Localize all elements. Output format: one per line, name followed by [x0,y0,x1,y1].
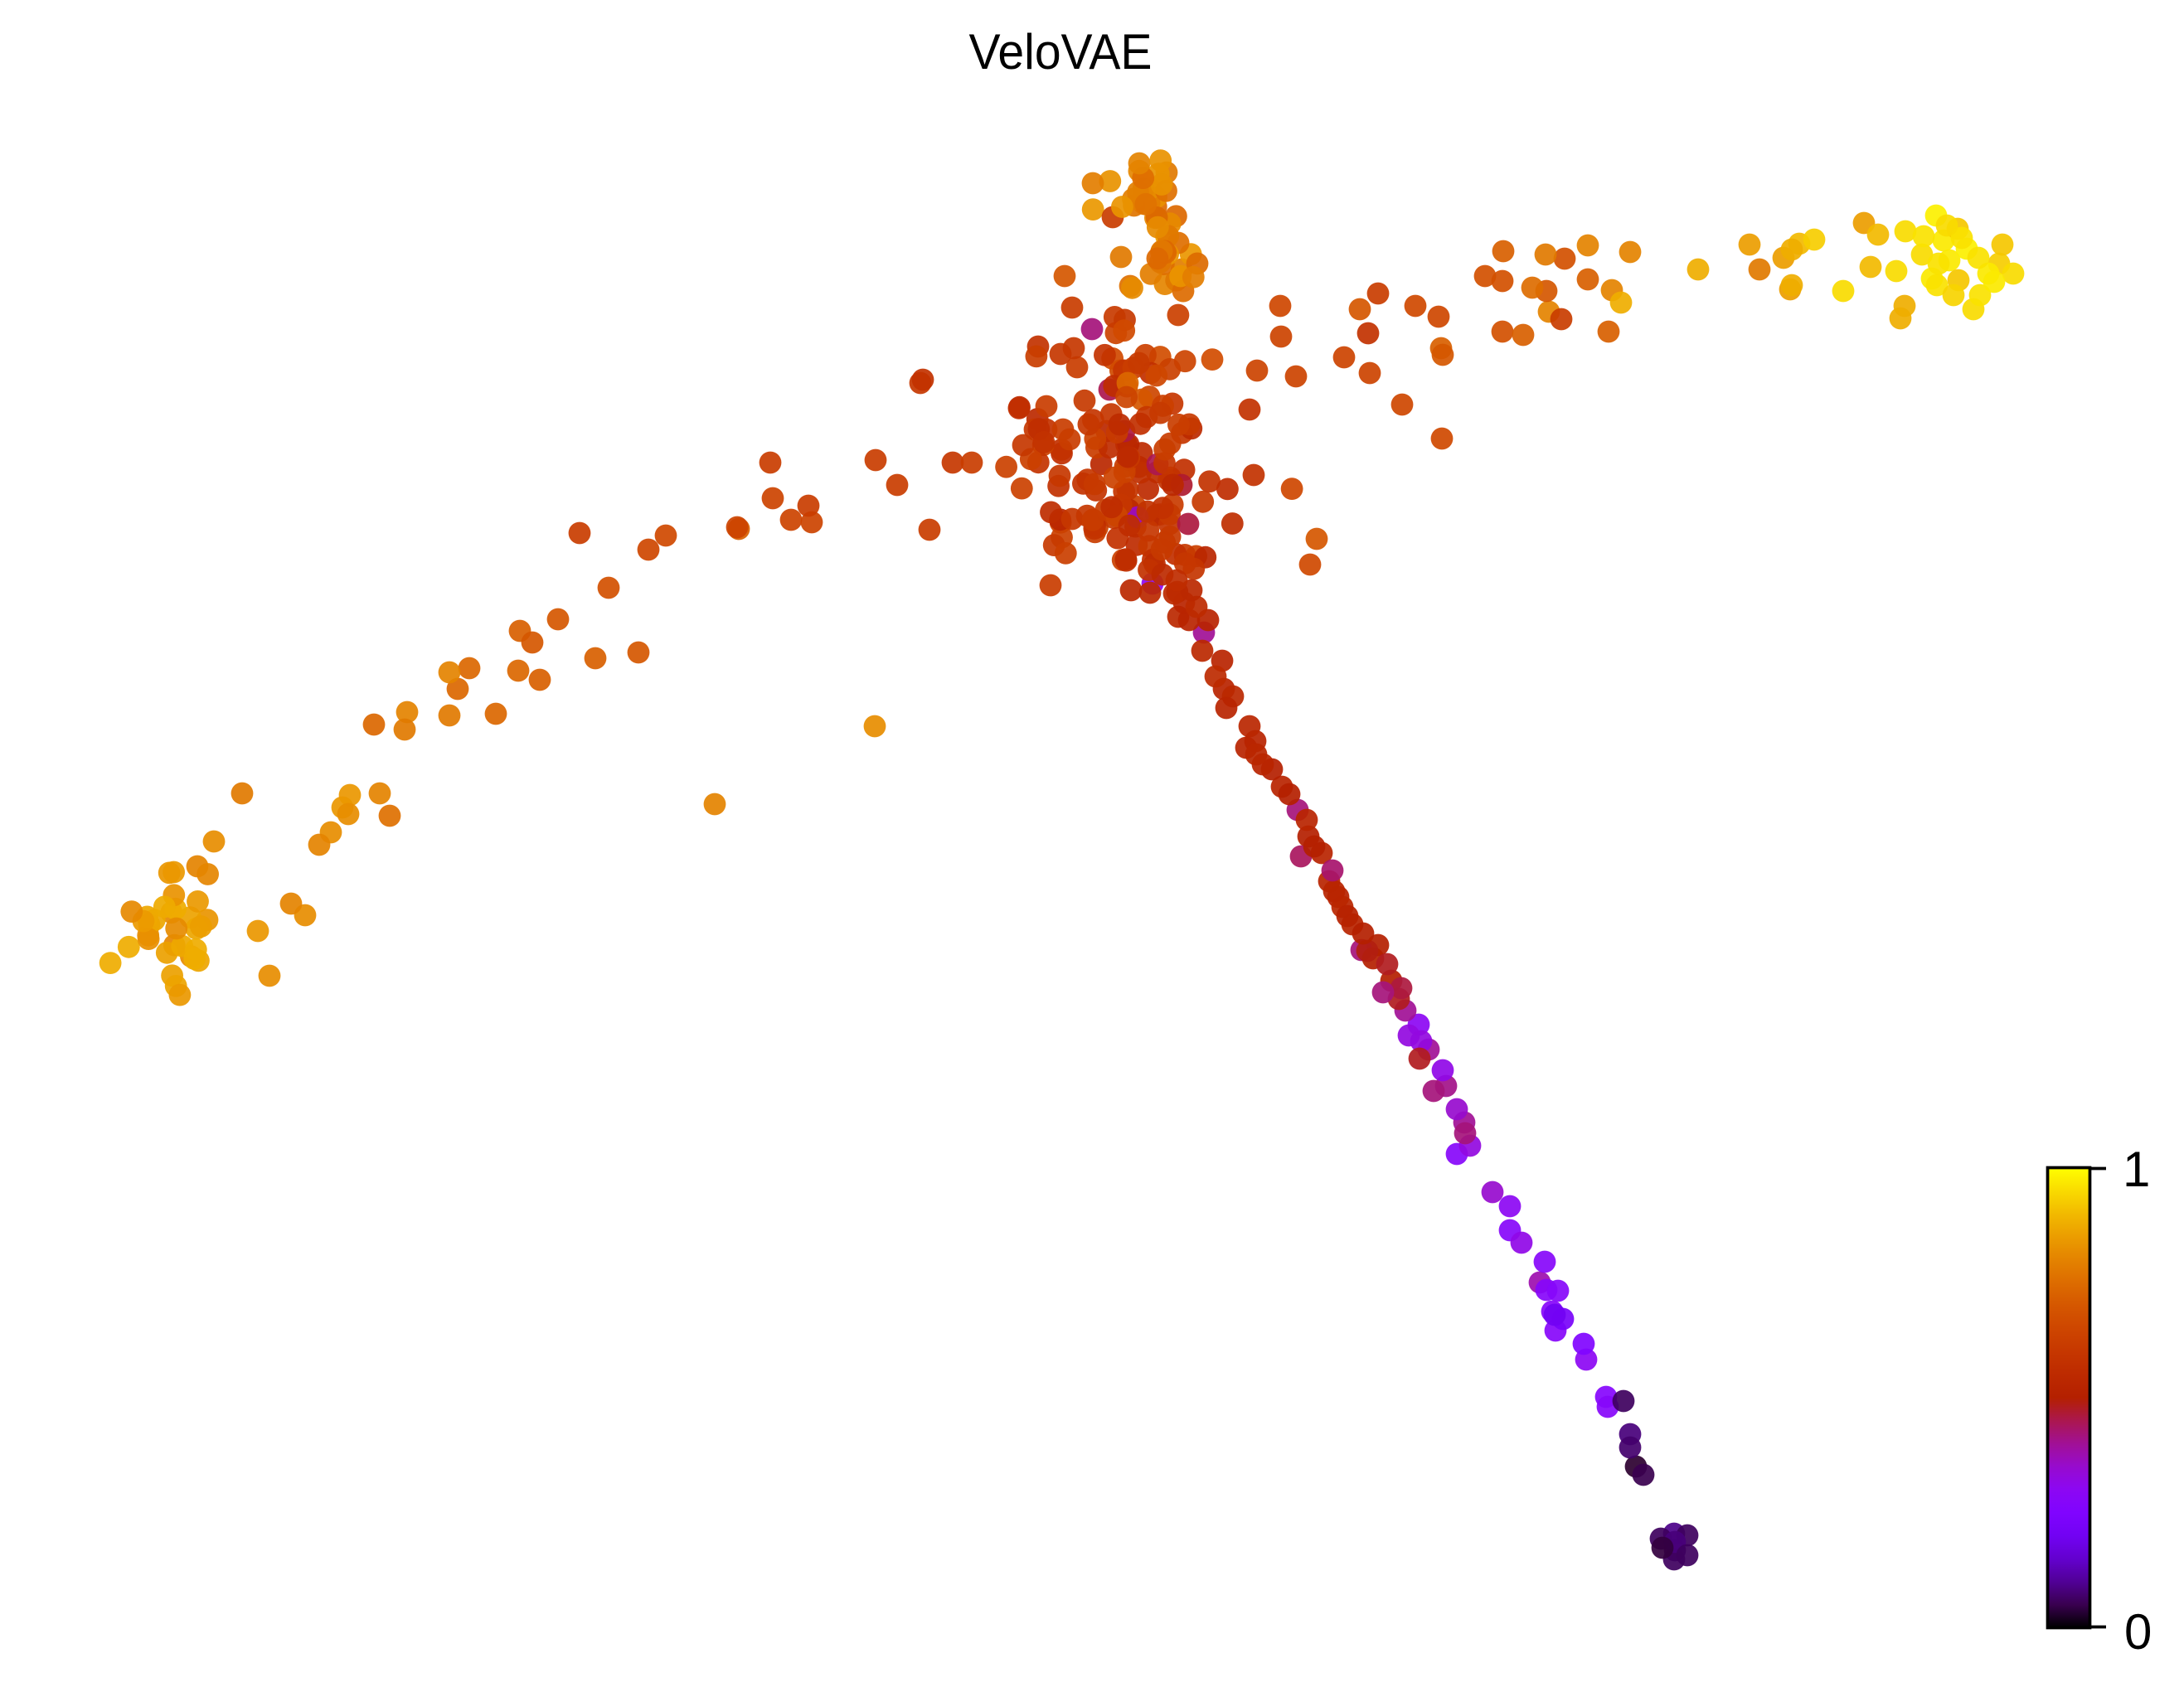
svg-text:0: 0 [2124,1604,2152,1660]
svg-text:1: 1 [2123,1142,2150,1197]
svg-text:VeloVAE: VeloVAE [969,24,1153,80]
